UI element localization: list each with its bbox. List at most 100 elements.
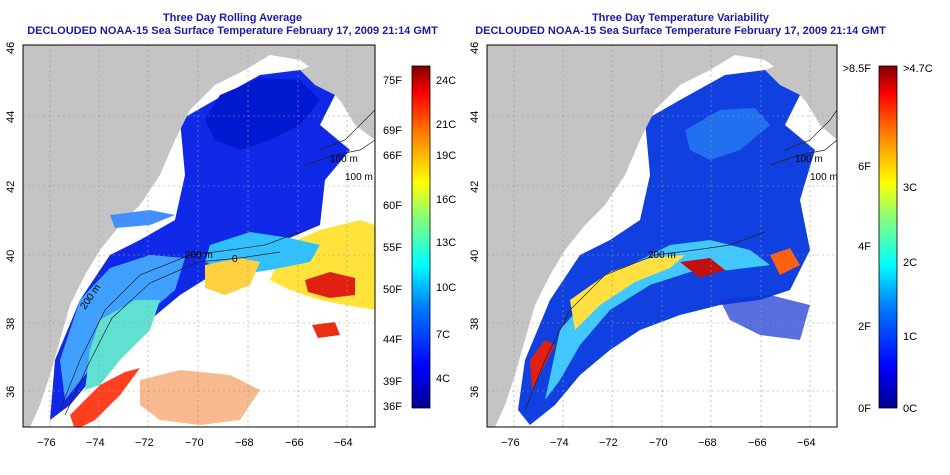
left-land-nova-scotia [300,48,375,120]
left-x-axis: −76 −74 −72 −70 −68 −66 −64 [37,437,353,449]
right-grid [487,45,837,427]
right-cb-8.5F: >8.5F [843,63,872,75]
left-depth-label-5: 0 [232,254,238,265]
left-map: 200 m 200 m 100 m 100 m 0 −76 −74 −72 −7… [5,42,456,449]
left-cb-60F: 60F [383,200,402,212]
left-cb-75F: 75F [383,75,402,87]
left-x-tick-4: −70 [185,437,204,449]
left-x-tick-2: −74 [86,437,105,449]
left-bathymetry [59,109,375,416]
right-map-canvas: 200 m 100 m 100 m −76 −74 −72 −70 −68 −6… [470,42,933,449]
left-cb-69F: 69F [383,125,402,137]
left-sst-yellow-slope [205,258,260,295]
right-cb-6F: 6F [858,161,871,173]
left-cb-55F: 55F [383,242,402,254]
right-depth-label-2: 100 m [795,154,823,165]
left-cb-4C: 4C [436,373,450,385]
left-y-tick-38: 38 [5,318,17,330]
right-title: Three Day Temperature Variability DECLOU… [468,12,893,38]
left-cb-13C: 13C [436,237,456,249]
left-cb-16C: 16C [436,194,456,206]
left-sst-hot-patch2 [312,322,340,338]
right-cb-1C: 1C [903,331,917,343]
right-land-coast [487,45,837,427]
right-cb-2F: 2F [858,321,871,333]
left-title: Three Day Rolling Average DECLOUDED NOAA… [0,12,465,38]
left-sst-long-island-sound [110,210,175,228]
right-cb-2C: 2C [903,257,917,269]
right-x-tick-2: −74 [550,437,569,449]
left-y-tick-46: 46 [5,42,17,54]
right-y-tick-36: 36 [470,386,481,398]
left-y-tick-44: 44 [5,111,17,123]
left-cb-7C: 7C [436,329,450,341]
left-x-tick-5: −68 [235,437,254,449]
left-y-tick-36: 36 [5,386,17,398]
right-colorbar-left-labels: >8.5F 6F 4F 2F 0F [843,63,872,415]
left-sst-gulf-of-maine [205,78,320,150]
left-cb-36F: 36F [383,401,402,413]
left-title-line1: Three Day Rolling Average [162,12,303,24]
left-colorbar-right-labels: 24C 21C 19C 16C 13C 10C 7C 4C [436,75,456,385]
left-colorbar [411,65,431,409]
right-y-tick-38: 38 [470,318,481,330]
right-x-tick-1: −76 [501,437,520,449]
left-cb-66F: 66F [383,150,402,162]
right-bathymetry [524,109,837,411]
left-cb-50F: 50F [383,284,402,296]
left-land-coast [23,45,375,427]
left-sst-orange-south [70,368,140,427]
left-cb-19C: 19C [436,150,456,162]
left-cb-39F: 39F [383,376,402,388]
left-sst-mid-band [85,300,160,390]
right-cb-0F: 0F [858,403,871,415]
right-cb-4.7C: >4.7C [903,63,933,75]
right-cb-0C: 0C [903,403,917,415]
left-colorbar-left-labels: 75F 69F 66F 60F 55F 50F 44F 39F 36F [383,75,402,413]
left-cb-21C: 21C [436,119,456,131]
left-title-line2: DECLOUDED NOAA-15 Sea Surface Temperatur… [27,25,438,37]
left-cb-10C: 10C [436,282,456,294]
left-y-tick-40: 40 [5,250,17,262]
left-x-tick-1: −76 [37,437,56,449]
left-x-tick-6: −66 [285,437,304,449]
right-y-tick-46: 46 [470,42,481,54]
left-sst-orange-dots [140,370,260,425]
right-land-nova-scotia [765,48,837,120]
right-y-tick-44: 44 [470,111,481,123]
right-colorbar [878,65,898,409]
right-cb-3C: 3C [903,182,917,194]
left-sst-hot-patch [305,272,355,298]
right-x-tick-7: −64 [797,437,816,449]
right-var-gulf-maine-mid [685,108,770,160]
right-var-yellow-band [570,255,685,330]
right-depth-label-3: 100 m [810,172,838,183]
right-y-tick-42: 42 [470,181,481,193]
right-x-tick-5: −68 [698,437,717,449]
right-x-tick-6: −66 [748,437,767,449]
left-x-tick-3: −72 [135,437,154,449]
right-map-frame [486,44,838,428]
right-x-axis: −76 −74 −72 −70 −68 −66 −64 [501,437,816,449]
left-grid [23,45,375,427]
left-depth-label-4: 100 m [345,172,373,183]
right-map [0,0,475,475]
right-cb-4F: 4F [858,241,871,253]
right-var-red-shelf [680,258,725,278]
left-y-tick-42: 42 [5,181,17,193]
right-y-tick-40: 40 [470,250,481,262]
left-cb-24C: 24C [436,75,456,87]
left-map-frame [22,44,376,428]
left-depth-label-3: 100 m [330,154,358,165]
left-depth-label-1: 200 m [185,250,213,261]
right-colorbar-right-labels: >4.7C 3C 2C 1C 0C [903,63,933,415]
left-y-axis: 36 38 40 42 44 46 [5,42,17,398]
right-depth-label-1: 200 m [648,250,676,261]
right-var-offshore-specks [720,295,810,340]
right-title-line1: Three Day Temperature Variability [591,12,770,24]
right-y-axis: 36 38 40 42 44 46 [470,42,481,398]
left-x-tick-7: −64 [334,437,353,449]
right-x-tick-3: −72 [599,437,618,449]
right-title-line2: DECLOUDED NOAA-15 Sea Surface Temperatur… [475,25,886,37]
right-x-tick-4: −70 [649,437,668,449]
